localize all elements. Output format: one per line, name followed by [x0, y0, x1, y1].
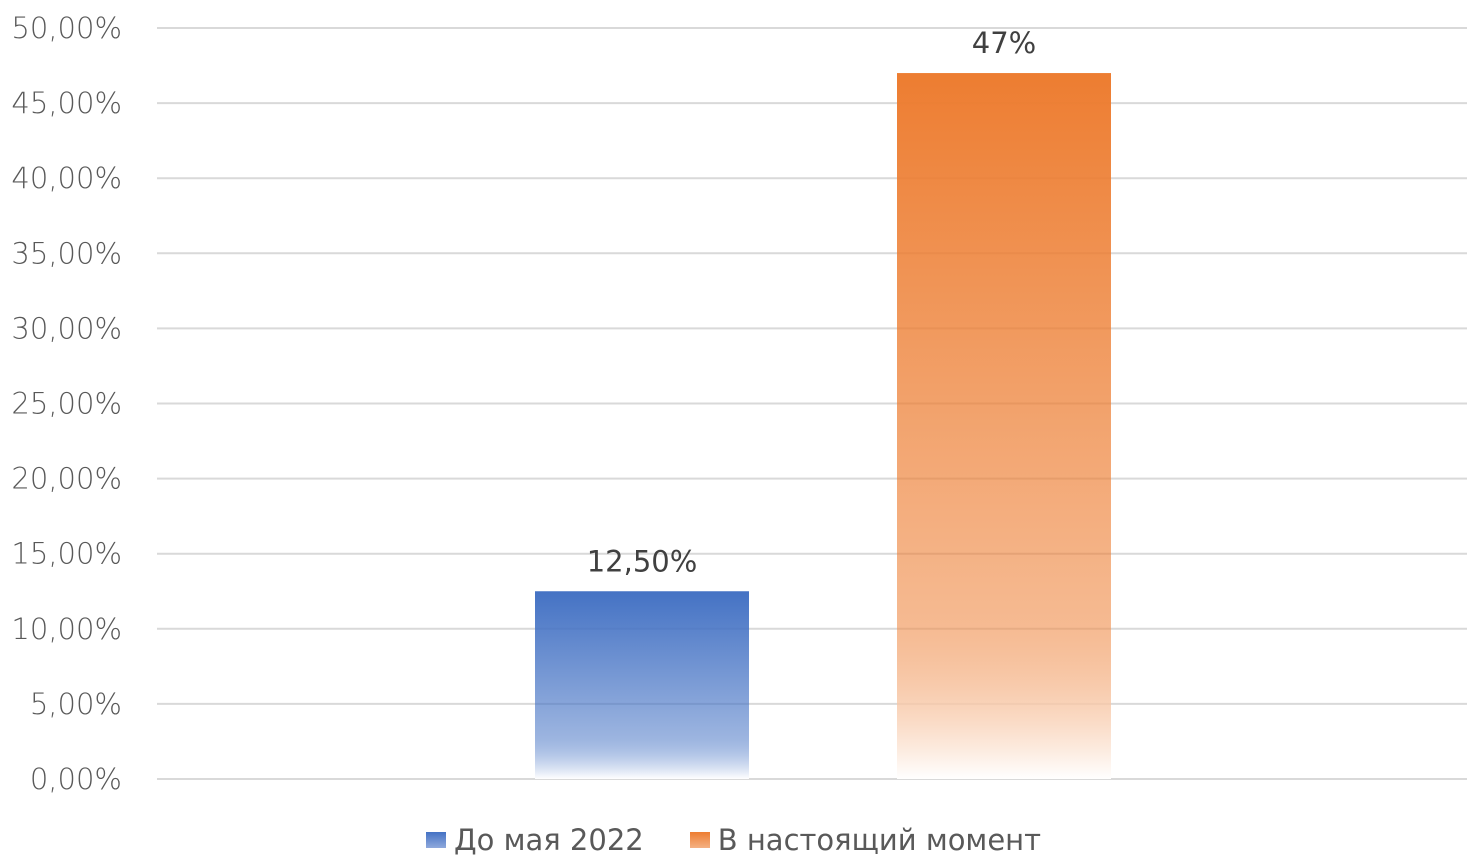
- legend-item-series-2: В настоящий момент: [689, 823, 1042, 857]
- y-tick-label: 35,00%: [11, 236, 122, 270]
- legend-swatch-series-2: [689, 832, 710, 848]
- y-tick-label: 15,00%: [11, 537, 122, 571]
- y-tick-label: 10,00%: [11, 612, 122, 646]
- legend-label-series-2: В настоящий момент: [717, 823, 1042, 857]
- bar-series-1: [535, 591, 749, 779]
- y-tick-label: 20,00%: [11, 462, 122, 496]
- y-axis-ticks: 0,00% 5,00% 10,00% 15,00% 20,00% 25,00% 30,00%…: [11, 11, 122, 796]
- data-labels: 12,50% 47%: [587, 26, 1037, 578]
- y-tick-label: 30,00%: [11, 311, 122, 345]
- legend-item-series-1: До мая 2022: [425, 823, 644, 857]
- chart-plot-area: 0,00% 5,00% 10,00% 15,00% 20,00% 25,00% 30,00%…: [11, 11, 1467, 796]
- legend: До мая 2022 В настоящий момент: [0, 822, 1467, 858]
- y-tick-label: 25,00%: [11, 387, 122, 421]
- y-tick-label: 40,00%: [11, 161, 122, 195]
- gridlines: [157, 27, 1467, 780]
- y-tick-label: 50,00%: [11, 11, 122, 45]
- y-tick-label: 45,00%: [11, 86, 122, 120]
- y-tick-label: 5,00%: [30, 687, 122, 721]
- data-label-series-2: 47%: [972, 26, 1036, 60]
- legend-label-series-1: До мая 2022: [453, 823, 644, 857]
- bars: [535, 73, 1111, 779]
- bar-series-2: [897, 73, 1111, 779]
- legend-swatch-series-1: [425, 832, 446, 848]
- y-tick-label: 0,00%: [30, 762, 122, 796]
- data-label-series-1: 12,50%: [587, 544, 698, 578]
